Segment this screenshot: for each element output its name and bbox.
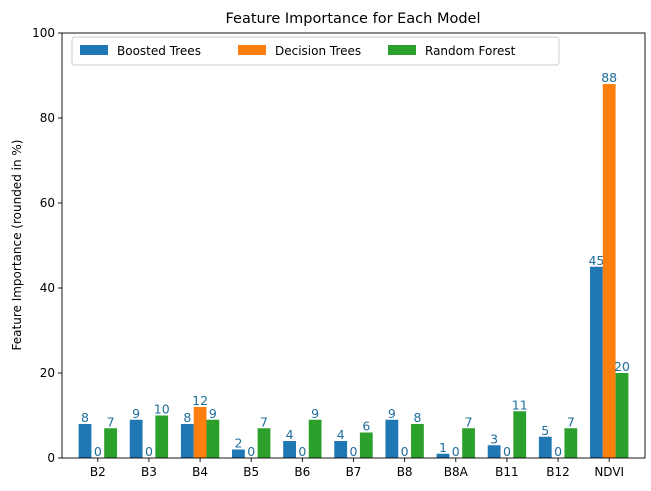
bar-boosted-trees-ndvi [590,266,603,458]
bar-random-forest-b7 [359,432,373,458]
bar-random-forest-b8a [462,428,475,458]
data-label: 1 [439,440,447,455]
data-label: 20 [614,359,630,374]
y-tick-label: 100 [32,26,55,40]
data-label: 8 [183,410,191,425]
y-tick-label: 80 [40,111,55,125]
bar-random-forest-ndvi [615,373,629,458]
data-label: 0 [247,444,255,459]
bar-random-forest-b11 [513,411,527,458]
data-label: 6 [362,419,370,434]
data-label: 3 [490,431,498,446]
data-label: 0 [298,444,306,459]
bar-boosted-trees-b7 [334,441,348,458]
x-tick-label: B7 [346,465,362,479]
bar-decision-trees-ndvi [602,84,616,458]
data-label: 0 [350,444,358,459]
bar-boosted-trees-b6 [283,441,296,458]
bar-random-forest-b2 [104,428,117,458]
bar-boosted-trees-b12 [538,436,552,458]
bar-boosted-trees-b8 [385,419,399,458]
y-tick-label: 0 [47,451,55,465]
x-tick-label: B12 [546,465,570,479]
data-label: 10 [154,402,170,417]
bar-random-forest-b4 [206,419,220,458]
legend-swatch [388,45,416,55]
data-label: 8 [413,410,421,425]
legend-box [71,36,560,66]
x-tick-label: B8 [397,465,413,479]
data-label: 0 [401,444,409,459]
data-label: 5 [541,423,549,438]
x-tick-label: B6 [294,465,310,479]
data-label: 88 [601,70,617,85]
data-label: 9 [209,406,217,421]
bar-random-forest-b12 [564,428,578,458]
x-tick-label: B3 [141,465,157,479]
chart-title: Feature Importance for Each Model [225,11,480,27]
bar-boosted-trees-b5 [232,449,245,458]
data-label: 4 [337,427,345,442]
data-label: 7 [567,414,575,429]
data-label: 0 [452,444,460,459]
x-tick-label: B11 [495,465,519,479]
x-tick-label: B2 [90,465,106,479]
bar-boosted-trees-b11 [487,445,501,458]
y-tick-label: 20 [40,366,55,380]
bar-decision-trees-b4 [193,407,207,458]
plot-area: 8 9 8 2 4 4 9 1 3 5 45 0 0 12 0 0 0 0 0 0 0 88 7 10 9 7 9 6 8 7 11 7 20 0… [32,26,646,479]
data-label: 0 [503,444,511,459]
y-axis-label: Feature Importance (rounded in %) [10,140,24,351]
legend-label: Decision Trees [275,44,361,58]
data-label: 2 [234,436,242,451]
bar-boosted-trees-b4 [180,424,194,458]
legend-label: Random Forest [425,44,516,58]
data-label: 9 [132,406,140,421]
data-label: 4 [286,427,294,442]
x-tick-label: B5 [243,465,259,479]
data-label: 7 [260,414,268,429]
bar-random-forest-b6 [308,419,322,458]
data-label: 9 [388,406,396,421]
bar-boosted-trees-b8a [436,453,450,458]
data-label: 0 [554,444,562,459]
legend: Boosted Trees Decision Trees Random Forest [71,36,560,66]
legend-swatch [80,45,108,55]
bar-boosted-trees-b3 [129,419,143,458]
y-tick-label: 60 [40,196,55,210]
data-label: 0 [94,444,102,459]
data-label: 7 [107,414,115,429]
data-label: 0 [145,444,153,459]
x-tick-label: B4 [192,465,208,479]
data-label: 45 [588,253,604,268]
legend-label: Boosted Trees [117,44,201,58]
plot-frame [61,32,646,459]
x-tick-label: NDVI [594,465,624,479]
data-label: 9 [311,406,319,421]
bar-boosted-trees-b2 [78,424,92,458]
data-label: 7 [465,414,473,429]
y-tick-label: 40 [40,281,55,295]
data-label: 11 [512,397,528,412]
bar-random-forest-b8 [411,424,424,458]
data-label: 8 [81,410,89,425]
legend-swatch [238,45,266,55]
bar-random-forest-b5 [257,428,271,458]
data-label: 12 [192,393,208,408]
bar-random-forest-b3 [155,415,169,458]
x-tick-label: B8A [444,465,469,479]
